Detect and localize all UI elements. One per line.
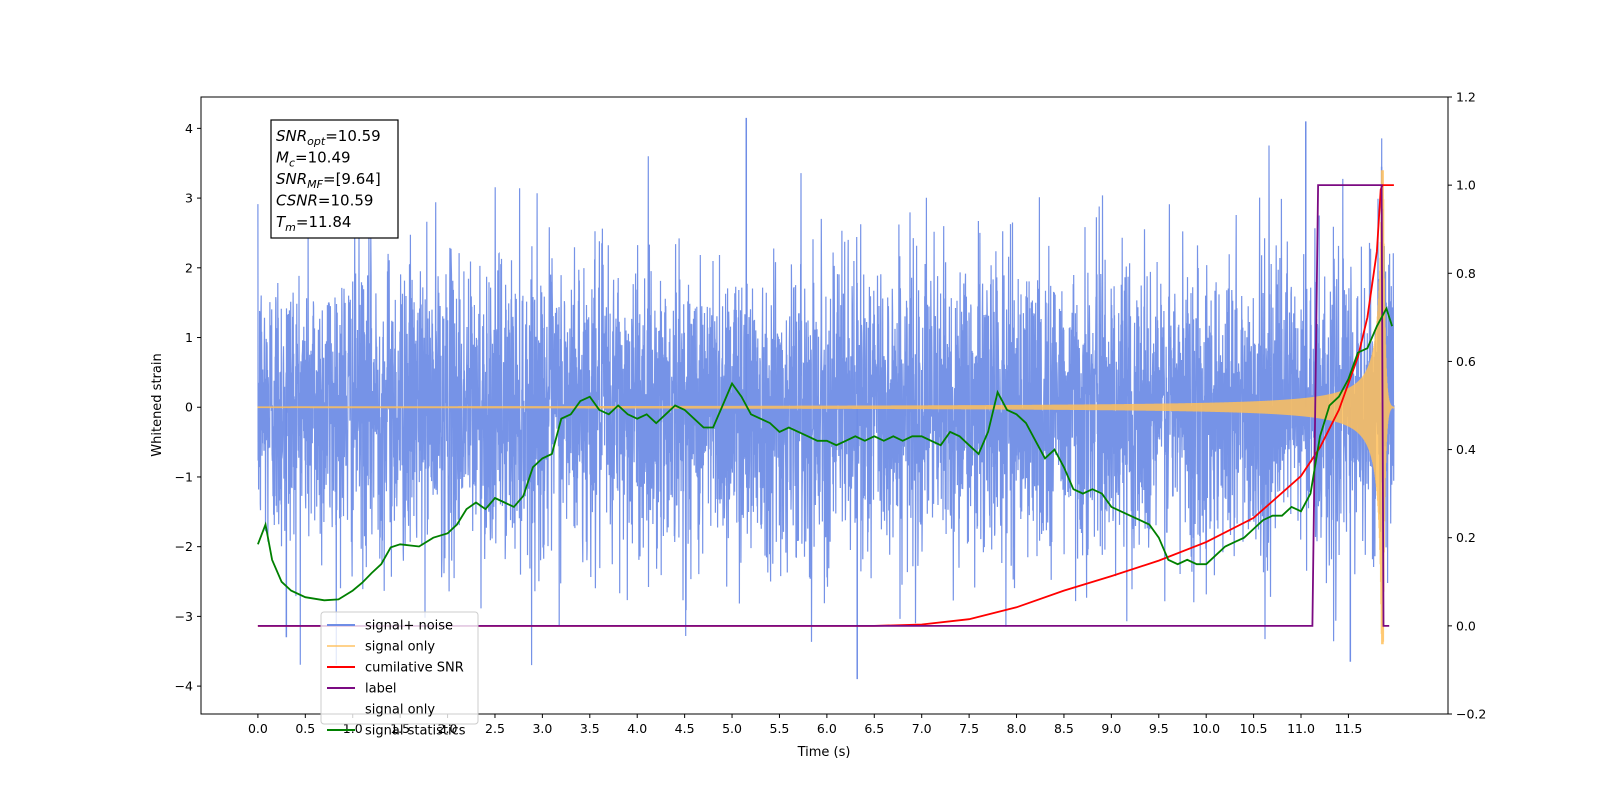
- x-tick-label: 4.5: [675, 721, 695, 736]
- series-signal-statistics-line: [257, 306, 1393, 602]
- x-axis-label: Time (s): [797, 745, 851, 760]
- x-tick-label: 8.5: [1054, 721, 1074, 736]
- x-tick-label: 10.5: [1240, 721, 1268, 736]
- legend-label: signal only: [365, 703, 435, 718]
- x-tick-label: 11.5: [1335, 721, 1363, 736]
- y-tick-label-left: 0: [185, 400, 193, 415]
- series-label-line: [257, 184, 1390, 627]
- y-axis-label: Whitened strain: [150, 353, 165, 456]
- series-signal-only-line: [257, 170, 1395, 645]
- legend: signal+ noise signal only cumilative SNR la…: [320, 611, 479, 739]
- annotation-value: =10.59: [325, 127, 381, 145]
- annotation-frame: [270, 119, 399, 239]
- series-signal-plus-noise-line: [257, 138, 1395, 666]
- y-tick-label-right: 0.6: [1456, 354, 1476, 369]
- annotation-symbol: M: [276, 149, 289, 167]
- x-tick-label: 7.5: [959, 721, 979, 736]
- y-tick-label-right: 0.4: [1456, 442, 1476, 457]
- legend-label: label: [365, 682, 396, 697]
- annotation-subscript: c: [289, 157, 295, 170]
- annotation-symbol: SNR: [276, 127, 307, 145]
- annotation-value: =10.59: [318, 192, 374, 210]
- annotation-value: =[9.64]: [323, 170, 381, 188]
- x-tick-label: 1.5: [390, 721, 410, 736]
- x-tick-label: 3.0: [532, 721, 552, 736]
- x-tick-label: 9.0: [1101, 721, 1121, 736]
- x-tick-label: 10.0: [1192, 721, 1220, 736]
- y-tick-label-right: 0.8: [1456, 266, 1476, 281]
- annotation-symbol: SNR: [276, 170, 307, 188]
- annotation-value: =11.84: [296, 213, 352, 231]
- y-tick-label-left: −1: [175, 469, 193, 484]
- series-cumilative-snr-line: [257, 184, 1394, 627]
- stats-annotation-box: SNRopt=10.59Mc=10.49SNRMF=[9.64]CSNR=10.…: [270, 119, 399, 239]
- y-tick-label-right: 0.2: [1456, 530, 1476, 545]
- annotation-subscript: MF: [307, 178, 323, 191]
- y-tick-label-right: 0.0: [1456, 618, 1476, 633]
- plot-frame: [200, 96, 1449, 715]
- y-axis-left: 4 3 2 1 0 −1 −2 −3 −4: [175, 121, 201, 694]
- annotation-line: SNRMF=[9.64]: [276, 170, 381, 191]
- x-axis: 0.0 0.5 1.0 1.5 2.0 2.5 3.0 3.5 4.0 4.5 5.0 5.5 6.0 6…: [248, 714, 1362, 736]
- x-tick-label: 7.0: [912, 721, 932, 736]
- annotation-line: CSNR=10.59: [276, 192, 373, 210]
- series-layer: [257, 117, 1395, 680]
- annotation-subscript: opt: [307, 135, 326, 148]
- x-tick-label: 2.0: [438, 721, 458, 736]
- x-tick-label: 9.5: [1149, 721, 1169, 736]
- y-tick-label-left: −3: [175, 609, 193, 624]
- legend-label: signal statistics: [365, 724, 466, 739]
- annotation-line: Mc=10.49: [276, 149, 351, 170]
- legend-frame: [320, 611, 479, 725]
- legend-label: cumilative SNR: [365, 661, 464, 676]
- annotation-subscript: m: [285, 221, 296, 234]
- y-axis-right: 1.2 1.0 0.8 0.6 0.4 0.2 0.0 −0.2: [1448, 90, 1486, 722]
- y-tick-label-left: 4: [185, 121, 193, 136]
- y-tick-label-left: −4: [175, 679, 193, 694]
- y-tick-label-left: 2: [185, 260, 193, 275]
- y-tick-label-right: 1.0: [1456, 178, 1476, 193]
- y-tick-label-left: 1: [185, 330, 193, 345]
- x-tick-label: 8.0: [1007, 721, 1027, 736]
- y-tick-label-right: −0.2: [1456, 707, 1486, 722]
- x-tick-label: 0.5: [295, 721, 315, 736]
- y-tick-label-left: −2: [175, 539, 193, 554]
- x-tick-label: 4.0: [627, 721, 647, 736]
- y-tick-label-left: 3: [185, 191, 193, 206]
- annotation-value: =10.49: [295, 149, 351, 167]
- annotation-line: SNRopt=10.59: [276, 127, 381, 148]
- annotation-line: Tm=11.84: [276, 213, 351, 234]
- x-tick-label: 2.5: [485, 721, 505, 736]
- x-tick-label: 0.0: [248, 721, 268, 736]
- legend-label: signal only: [365, 640, 435, 655]
- annotation-symbol: T: [276, 213, 287, 231]
- x-tick-label: 5.0: [722, 721, 742, 736]
- x-tick-label: 1.0: [343, 721, 363, 736]
- y-tick-label-right: 1.2: [1456, 90, 1476, 105]
- x-tick-label: 6.0: [817, 721, 837, 736]
- x-tick-label: 11.0: [1287, 721, 1315, 736]
- annotation-symbol: CSNR: [276, 192, 318, 210]
- x-tick-label: 5.5: [770, 721, 790, 736]
- x-tick-label: 6.5: [864, 721, 884, 736]
- legend-label: signal+ noise: [365, 619, 453, 634]
- x-tick-label: 3.5: [580, 721, 600, 736]
